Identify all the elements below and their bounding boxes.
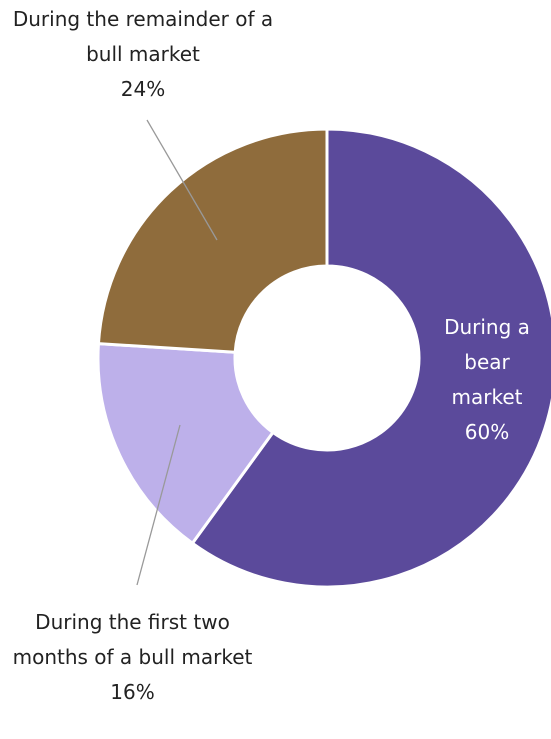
donut-slice xyxy=(96,127,329,354)
leader-line xyxy=(136,424,181,586)
value-label: 16% xyxy=(110,680,155,704)
leader-line xyxy=(146,119,218,241)
slice-label: During the first two months of a bull ma… xyxy=(5,605,260,710)
category-label: During the remainder of a bull market xyxy=(12,7,274,66)
value-label: 24% xyxy=(120,77,166,101)
slice-label: During a bear market 60% xyxy=(428,310,546,450)
value-label: 60% xyxy=(464,420,510,444)
donut xyxy=(96,127,551,589)
slice-label: During the remainder of a bull market 24% xyxy=(0,2,286,107)
donut-slice xyxy=(96,342,276,546)
donut-slice xyxy=(190,127,551,589)
category-label: During the first two months of a bull ma… xyxy=(12,610,253,669)
category-label: During a bear market xyxy=(444,315,530,409)
